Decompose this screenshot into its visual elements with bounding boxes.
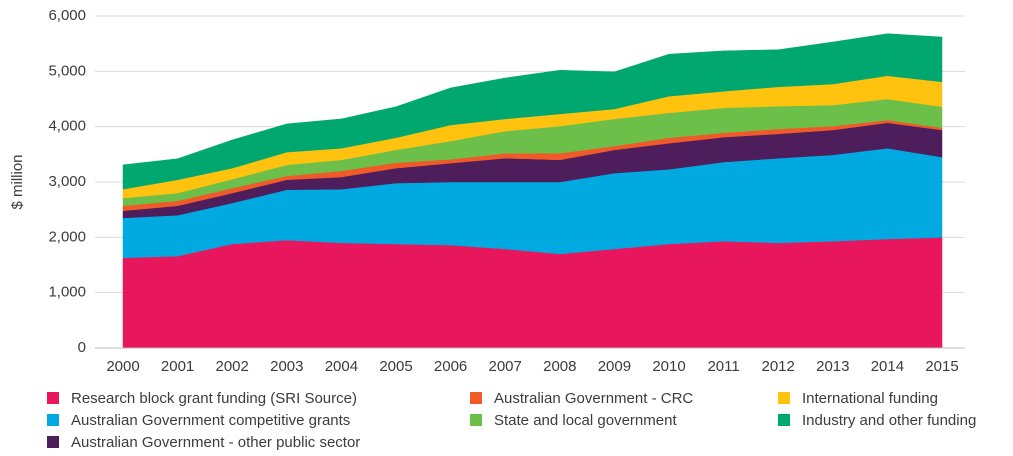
x-tick-label: 2011 — [707, 358, 739, 375]
legend-label: Industry and other funding — [802, 412, 976, 429]
x-tick-label: 2013 — [816, 358, 849, 375]
y-tick-label: 2,000 — [48, 228, 86, 245]
x-tick-label: 2004 — [325, 358, 358, 375]
y-tick-label: 4,000 — [48, 118, 86, 135]
legend-swatch — [47, 436, 59, 448]
area — [122, 33, 943, 190]
y-tick-label: 1,000 — [48, 284, 86, 301]
x-tick-label: 2010 — [652, 358, 685, 375]
legend-label: Australian Government - other public sec… — [71, 434, 360, 451]
y-tick-label: 3,000 — [48, 173, 86, 190]
legend-label: State and local government — [494, 412, 677, 429]
y-axis-label: $ million — [9, 154, 26, 209]
legend-label: International funding — [802, 390, 938, 407]
x-tick-label: 2007 — [489, 358, 522, 375]
y-tick-label: 6,000 — [48, 7, 86, 24]
x-tick-label: 2003 — [270, 358, 303, 375]
x-tick-label: 2015 — [925, 358, 958, 375]
y-tick-label: 5,000 — [48, 62, 86, 79]
x-tick-label: 2001 — [161, 358, 194, 375]
x-tick-label: 2005 — [379, 358, 412, 375]
legend-swatch — [470, 392, 482, 404]
legend-label: Australian Government competitive grants — [71, 412, 350, 429]
legend-swatch — [778, 392, 790, 404]
legend-label: Australian Government - CRC — [494, 390, 693, 407]
x-tick-label: 2009 — [598, 358, 631, 375]
x-tick-label: 2012 — [762, 358, 795, 375]
x-tick-label: 2008 — [543, 358, 576, 375]
area — [122, 237, 943, 349]
x-tick-label: 2000 — [106, 358, 139, 375]
legend-swatch — [47, 392, 59, 404]
legend-swatch — [47, 414, 59, 426]
legend-swatch — [778, 414, 790, 426]
x-tick-label: 2014 — [871, 358, 904, 375]
legend-label: Research block grant funding (SRI Source… — [71, 390, 357, 407]
legend-swatch — [470, 414, 482, 426]
x-tick-label: 2002 — [216, 358, 249, 375]
x-tick-label: 2006 — [434, 358, 467, 375]
y-tick-label: 0 — [78, 339, 86, 356]
